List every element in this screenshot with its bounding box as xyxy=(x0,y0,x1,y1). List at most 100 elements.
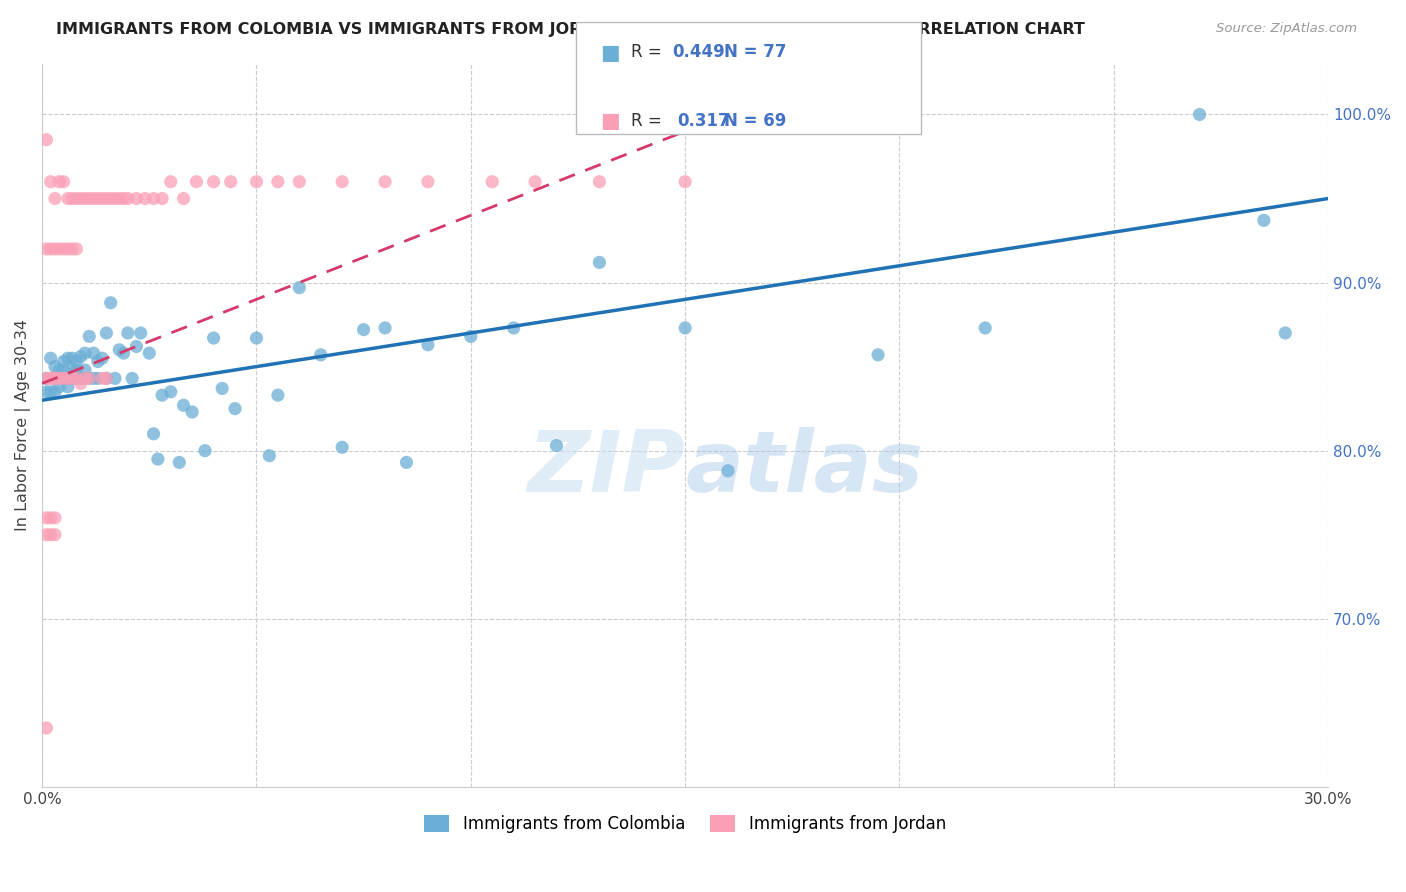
Point xyxy=(48,242,70,256)
Point xyxy=(100,295,122,310)
Point xyxy=(48,371,70,385)
Point xyxy=(39,175,62,189)
Point xyxy=(202,331,225,345)
Point xyxy=(169,455,191,469)
Point xyxy=(224,401,246,416)
Y-axis label: In Labor Force | Age 30-34: In Labor Force | Age 30-34 xyxy=(15,319,31,532)
Point xyxy=(121,371,143,385)
Point xyxy=(194,443,217,458)
Text: IMMIGRANTS FROM COLOMBIA VS IMMIGRANTS FROM JORDAN IN LABOR FORCE | AGE 30-34 CO: IMMIGRANTS FROM COLOMBIA VS IMMIGRANTS F… xyxy=(56,22,1085,38)
Point xyxy=(1188,107,1211,121)
Point xyxy=(35,527,58,541)
Point xyxy=(39,384,62,399)
Point xyxy=(69,376,91,391)
Point xyxy=(481,175,503,189)
Point xyxy=(60,363,83,377)
Point xyxy=(117,326,139,340)
Point xyxy=(35,371,58,385)
Point xyxy=(60,371,83,385)
Point xyxy=(73,192,96,206)
Point xyxy=(288,175,311,189)
Point xyxy=(44,371,66,385)
Point xyxy=(142,426,165,441)
Point xyxy=(65,242,87,256)
Point xyxy=(60,351,83,366)
Point xyxy=(39,511,62,525)
Point xyxy=(44,511,66,525)
Point xyxy=(353,323,375,337)
Point xyxy=(159,175,181,189)
Point xyxy=(866,348,889,362)
Point xyxy=(288,280,311,294)
Point xyxy=(77,192,100,206)
Text: atlas: atlas xyxy=(685,427,924,510)
Text: ZIP: ZIP xyxy=(527,427,685,510)
Point xyxy=(48,175,70,189)
Point xyxy=(267,175,290,189)
Point xyxy=(91,371,114,385)
Point xyxy=(44,192,66,206)
Point xyxy=(129,326,152,340)
Point xyxy=(96,326,118,340)
Text: R =: R = xyxy=(631,112,672,129)
Point xyxy=(173,398,195,412)
Point xyxy=(96,371,118,385)
Point xyxy=(65,371,87,385)
Point xyxy=(83,192,105,206)
Point xyxy=(502,321,524,335)
Point xyxy=(117,192,139,206)
Point xyxy=(395,455,418,469)
Point xyxy=(104,371,127,385)
Point xyxy=(245,331,267,345)
Point xyxy=(309,348,332,362)
Point xyxy=(77,371,100,385)
Point xyxy=(1253,213,1275,227)
Point xyxy=(112,192,135,206)
Point xyxy=(39,371,62,385)
Point xyxy=(142,192,165,206)
Point xyxy=(48,363,70,377)
Point xyxy=(44,359,66,374)
Point xyxy=(138,346,160,360)
Point xyxy=(52,242,75,256)
Point xyxy=(35,384,58,399)
Point xyxy=(73,346,96,360)
Point xyxy=(77,371,100,385)
Point xyxy=(83,371,105,385)
Point xyxy=(87,371,110,385)
Point xyxy=(73,371,96,385)
Point xyxy=(87,354,110,368)
Point xyxy=(35,133,58,147)
Text: N = 69: N = 69 xyxy=(724,112,786,129)
Point xyxy=(44,371,66,385)
Point xyxy=(91,351,114,366)
Point xyxy=(150,388,173,402)
Point xyxy=(974,321,997,335)
Point xyxy=(44,527,66,541)
Point xyxy=(60,371,83,385)
Point xyxy=(717,464,740,478)
Point xyxy=(374,175,396,189)
Point xyxy=(44,384,66,399)
Legend: Immigrants from Colombia, Immigrants from Jordan: Immigrants from Colombia, Immigrants fro… xyxy=(418,808,952,840)
Point xyxy=(186,175,208,189)
Point xyxy=(134,192,156,206)
Point xyxy=(39,351,62,366)
Point xyxy=(202,175,225,189)
Point xyxy=(52,175,75,189)
Text: R =: R = xyxy=(631,43,668,61)
Point xyxy=(125,339,148,353)
Point xyxy=(56,192,79,206)
Point xyxy=(52,354,75,368)
Point xyxy=(173,192,195,206)
Point xyxy=(69,192,91,206)
Text: ■: ■ xyxy=(600,43,620,62)
Point xyxy=(146,452,169,467)
Point xyxy=(56,371,79,385)
Point xyxy=(56,351,79,366)
Point xyxy=(330,175,353,189)
Point xyxy=(96,371,118,385)
Point xyxy=(60,192,83,206)
Text: ■: ■ xyxy=(600,112,620,131)
Text: Source: ZipAtlas.com: Source: ZipAtlas.com xyxy=(1216,22,1357,36)
